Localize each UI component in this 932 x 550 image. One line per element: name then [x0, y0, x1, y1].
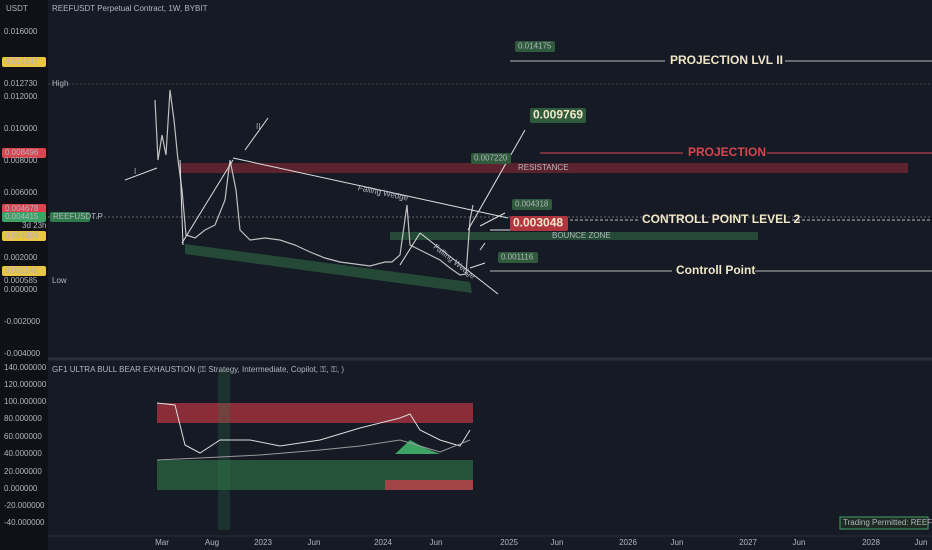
high-label: High: [52, 79, 68, 88]
time-label: Jun: [308, 538, 321, 547]
bear-zone: [157, 403, 473, 423]
wave2: II: [256, 122, 260, 131]
indicator-axis-label: 60.000000: [4, 432, 42, 441]
signal-strip: [385, 480, 473, 490]
price-label: 0.008000: [4, 156, 38, 165]
time-label: 2024: [374, 538, 392, 547]
price-label: 0.000585: [4, 276, 38, 285]
label-box: [50, 212, 90, 222]
label: 0.008496: [5, 148, 39, 157]
label: 0.004304: [5, 231, 39, 240]
label-box: [2, 204, 46, 214]
time-label: Jun: [430, 538, 443, 547]
indicator-axis-label: -20.000000: [4, 501, 45, 510]
label-box: [510, 216, 568, 231]
time-label: 2026: [619, 538, 637, 547]
price-label: 0.010000: [4, 124, 38, 133]
time-label: Jun: [915, 538, 928, 547]
countdown: 3d 23h: [22, 221, 46, 230]
time-label: 2025: [500, 538, 518, 547]
time-label: 2023: [254, 538, 272, 547]
status: Trading Permitted: REEFUSDT.P: [843, 518, 932, 527]
label-box: [498, 252, 538, 263]
label-box: [2, 148, 46, 158]
label: 0.014175: [518, 42, 552, 51]
osc-line: [156, 402, 471, 454]
label-box: [2, 266, 46, 276]
osc-fill: [395, 440, 440, 454]
indicator-axis-label: 140.000000: [4, 363, 47, 372]
price-label: 0.006000: [4, 188, 38, 197]
label: REEFUSDT.P: [53, 212, 103, 221]
currency: USDT: [6, 4, 28, 13]
price-label: 0.000000: [4, 285, 38, 294]
level-lines: [490, 60, 932, 272]
label-box: [515, 41, 555, 52]
indicator-axis-label: 100.000000: [4, 397, 47, 406]
wedge-zone: [185, 244, 472, 293]
price-label: -0.002000: [4, 317, 41, 326]
indicator-axis-label: 80.000000: [4, 414, 42, 423]
label-box: [530, 108, 586, 123]
time-label: Jun: [551, 538, 564, 547]
time-label: Jun: [671, 538, 684, 547]
price-label: 0.012730: [4, 79, 38, 88]
osc-line2: [156, 439, 471, 461]
label-box: [471, 153, 511, 164]
indicator-axis-label: 0.000000: [4, 484, 38, 493]
time-label: 2028: [862, 538, 880, 547]
label-box: [512, 199, 552, 210]
highlight: [218, 370, 230, 530]
indicator-axis-label: 120.000000: [4, 380, 47, 389]
projection: PROJECTION: [688, 145, 766, 159]
control: Controll Point: [676, 263, 755, 277]
time-label: Jun: [793, 538, 806, 547]
label: 0.004415: [5, 212, 39, 221]
label: 0.003048: [513, 216, 563, 230]
price-label: 0.002000: [4, 253, 38, 262]
bounce: BOUNCE ZONE: [552, 231, 611, 240]
price-path: [154, 89, 474, 276]
projection-lvl2: PROJECTION LVL II: [670, 53, 783, 67]
time-label: Mar: [155, 538, 169, 547]
label: 0.004678: [5, 204, 39, 213]
label-box: [2, 212, 46, 222]
title: REEFUSDT Perpetual Contract, 1W, BYBIT: [52, 4, 208, 13]
resistance-zone: [180, 163, 908, 173]
label-box: [2, 57, 46, 67]
indicator-title: GF1 ULTRA BULL BEAR EXHAUSTION (⚿ Strate…: [52, 365, 344, 374]
bounce-zone: [390, 232, 758, 240]
indicator-axis-label: -40.000000: [4, 518, 45, 527]
wave1: I: [134, 167, 136, 176]
resistance: RESISTANCE: [518, 163, 569, 172]
label: 0.004318: [515, 200, 549, 209]
status-box: [839, 516, 929, 530]
indicator-axis-label: 20.000000: [4, 467, 42, 476]
time-label: Aug: [205, 538, 219, 547]
label: 0.014147: [5, 57, 39, 66]
label: 0.001141: [5, 266, 38, 275]
price-label: 0.016000: [4, 27, 38, 36]
label: 0.007220: [474, 154, 508, 163]
price-label: -0.004000: [4, 349, 41, 358]
label: 0.001116: [501, 253, 534, 262]
label: 0.009769: [533, 108, 583, 122]
control-lvl2: CONTROLL POINT LEVEL 2: [642, 212, 801, 226]
low-label: Low: [52, 276, 67, 285]
label-box: [2, 231, 46, 241]
price-label: 0.012000: [4, 92, 38, 101]
indicator-axis-label: 40.000000: [4, 449, 42, 458]
time-label: 2027: [739, 538, 757, 547]
